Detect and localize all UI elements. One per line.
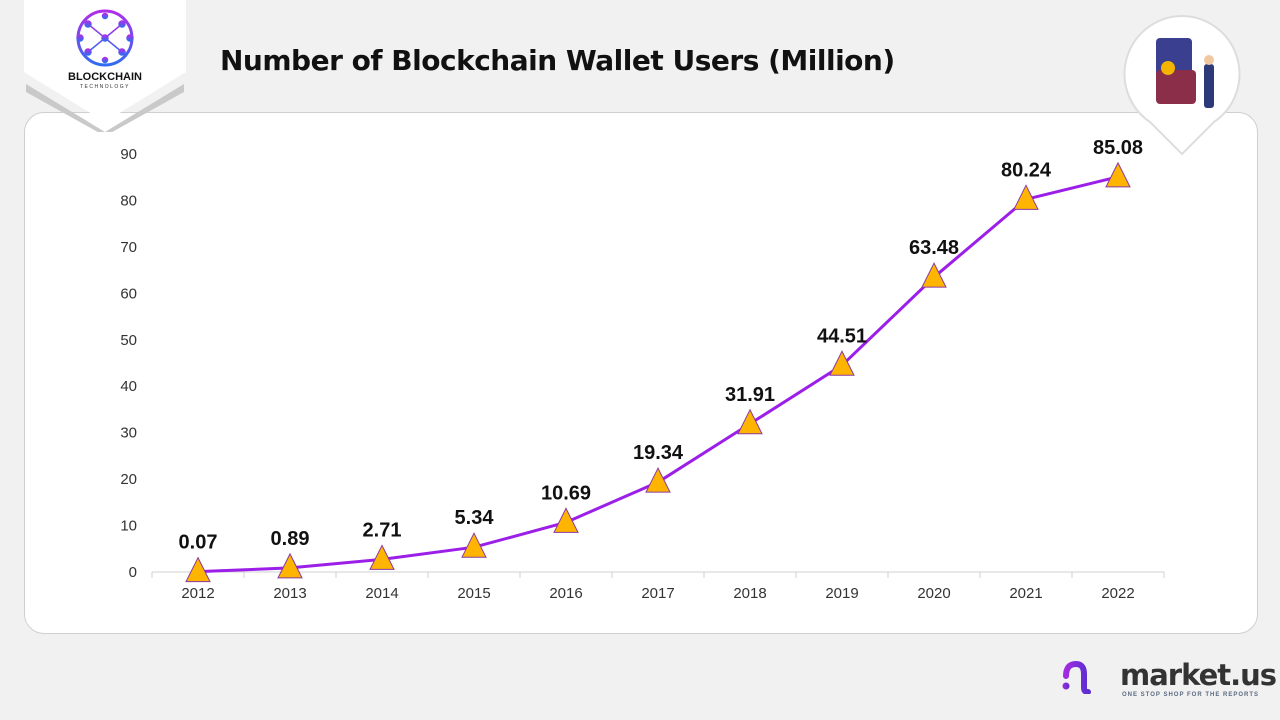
x-tick-label: 2018	[733, 585, 766, 602]
data-point-marker	[553, 507, 579, 533]
x-tick-label: 2016	[549, 585, 582, 602]
data-label: 44.51	[817, 325, 867, 347]
y-tick-label: 0	[129, 564, 137, 581]
data-label: 85.08	[1093, 137, 1143, 159]
x-tick-label: 2015	[457, 585, 490, 602]
data-point-marker	[737, 408, 763, 435]
data-point-marker	[277, 552, 303, 579]
data-label: 31.91	[725, 384, 775, 406]
logo-text: BLOCKCHAIN	[68, 71, 142, 83]
x-tick-label: 2014	[365, 585, 398, 602]
market-us-logo-icon	[1062, 660, 1108, 694]
data-point-marker	[829, 350, 855, 376]
data-label: 2.71	[363, 519, 402, 541]
logo-subtext: TECHNOLOGY	[80, 84, 130, 90]
brand-tagline: ONE STOP SHOP FOR THE REPORTS	[1122, 692, 1260, 698]
y-tick-label: 80	[120, 192, 137, 209]
x-tick-label: 2017	[641, 585, 674, 602]
data-point-marker	[461, 532, 487, 558]
y-tick-label: 90	[120, 146, 137, 163]
brand-name: market.us	[1120, 658, 1277, 692]
series-line	[197, 175, 1119, 574]
y-tick-label: 50	[120, 332, 137, 349]
page-title: Number of Blockchain Wallet Users (Milli…	[220, 44, 895, 77]
data-label: 0.89	[271, 528, 310, 550]
x-tick-label: 2022	[1101, 585, 1134, 602]
data-point-marker	[1013, 184, 1039, 210]
wallet-illustration	[1123, 14, 1241, 156]
data-point-marker	[369, 544, 395, 570]
y-tick-label: 70	[120, 239, 137, 256]
data-point-marker	[185, 556, 211, 583]
x-tick-label: 2012	[181, 585, 214, 602]
data-point-marker	[1105, 161, 1131, 188]
x-tick-label: 2019	[825, 585, 858, 602]
x-tick-label: 2021	[1009, 585, 1042, 602]
y-tick-label: 40	[120, 378, 137, 395]
data-label: 80.24	[1001, 159, 1052, 181]
data-label: 10.69	[541, 482, 591, 504]
data-label: 0.07	[179, 532, 218, 554]
data-label: 63.48	[909, 237, 959, 259]
blockchain-logo: BLOCKCHAIN TECHNOLOGY	[24, 0, 186, 132]
data-point-marker	[645, 467, 671, 493]
y-tick-label: 10	[120, 518, 137, 535]
chart-card	[24, 112, 1258, 634]
y-tick-label: 60	[120, 285, 137, 302]
x-tick-label: 2013	[273, 585, 306, 602]
data-label: 5.34	[455, 507, 495, 529]
data-point-marker	[921, 262, 947, 288]
y-tick-label: 20	[120, 471, 137, 488]
y-tick-label: 30	[120, 425, 137, 442]
data-label: 19.34	[633, 442, 684, 464]
x-tick-label: 2020	[917, 585, 950, 602]
